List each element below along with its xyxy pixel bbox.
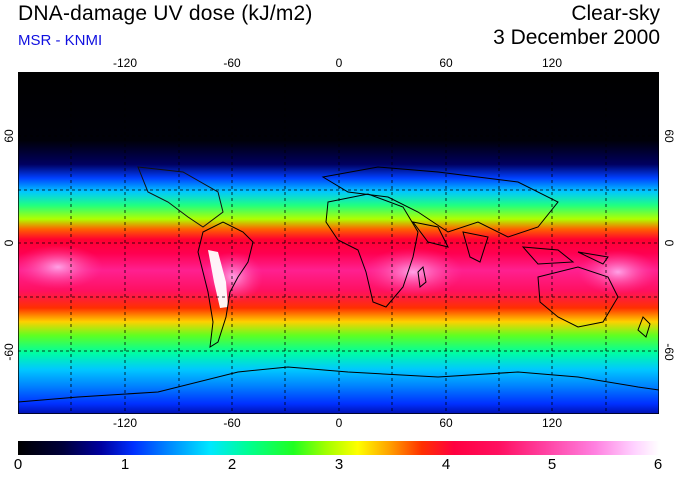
lon-tick-bottom: 0 xyxy=(335,416,343,430)
lon-tick-top: 0 xyxy=(335,56,343,70)
date-label: 3 December 2000 xyxy=(493,26,660,49)
sky-condition-label: Clear-sky xyxy=(571,2,660,25)
colorbar xyxy=(18,441,659,455)
lat-tick-right: 0 xyxy=(662,239,676,247)
lat-tick-left: 60 xyxy=(2,129,16,143)
lon-tick-top: 120 xyxy=(541,56,563,70)
lon-tick-bottom: -60 xyxy=(223,416,241,430)
lat-tick-right: 60 xyxy=(662,129,676,143)
lat-tick-left: 0 xyxy=(2,239,16,247)
colorbar-label: 5 xyxy=(547,456,557,473)
lon-tick-bottom: 120 xyxy=(541,416,563,430)
lon-tick-top: -60 xyxy=(223,56,241,70)
colorbar-label: 1 xyxy=(120,456,130,473)
lon-tick-bottom: -120 xyxy=(112,416,138,430)
colorbar-label: 2 xyxy=(227,456,237,473)
lon-tick-top: 60 xyxy=(439,56,453,70)
lon-tick-bottom: 60 xyxy=(439,416,453,430)
colorbar-label: 3 xyxy=(334,456,344,473)
colorbar-label: 0 xyxy=(13,456,23,473)
colorbar-label: 6 xyxy=(653,456,663,473)
lat-tick-left: -60 xyxy=(2,343,16,361)
lon-tick-top: -120 xyxy=(112,56,138,70)
lat-tick-right: -60 xyxy=(662,343,676,361)
source-label: MSR - KNMI xyxy=(18,32,103,49)
map-title: DNA-damage UV dose (kJ/m2) xyxy=(18,2,313,25)
colorbar-label: 4 xyxy=(441,456,451,473)
uv-dose-map xyxy=(18,72,659,414)
